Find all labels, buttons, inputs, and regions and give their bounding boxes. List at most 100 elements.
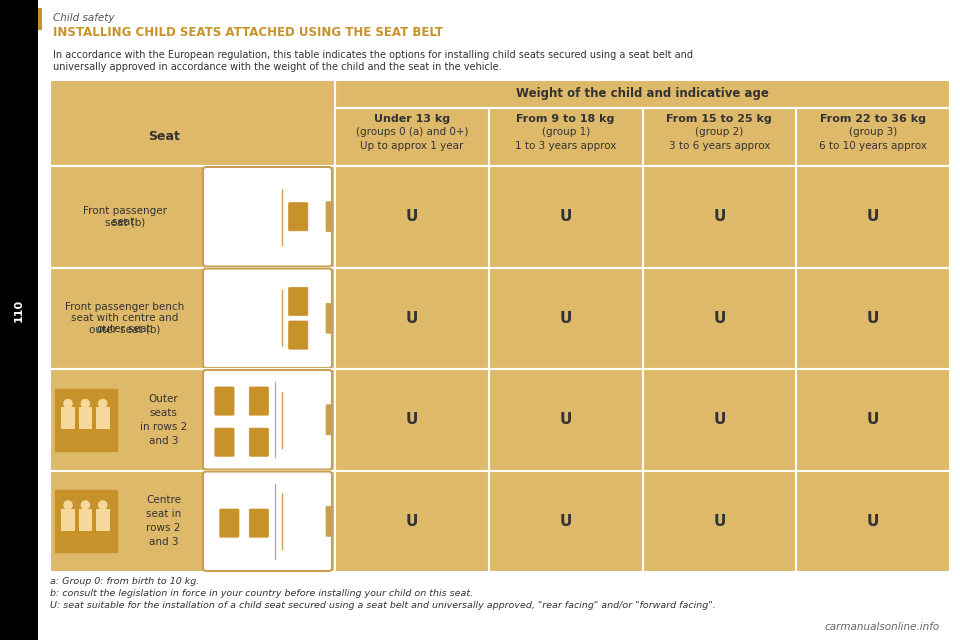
- Bar: [489, 166, 642, 268]
- FancyBboxPatch shape: [220, 509, 239, 537]
- Bar: [96, 518, 109, 531]
- Bar: [642, 108, 796, 166]
- Bar: [335, 108, 489, 166]
- Text: seat (b): seat (b): [105, 217, 145, 227]
- Text: U: U: [560, 514, 572, 529]
- Text: U: U: [406, 209, 418, 224]
- Text: Seat: Seat: [148, 131, 180, 143]
- Text: From 15 to 25 kg: From 15 to 25 kg: [666, 114, 772, 124]
- Bar: [55, 388, 117, 451]
- Bar: [50, 166, 335, 268]
- Bar: [55, 490, 117, 552]
- Text: U: U: [713, 412, 726, 428]
- Bar: [489, 369, 642, 470]
- Bar: [642, 470, 796, 572]
- Text: U: U: [867, 412, 879, 428]
- FancyBboxPatch shape: [326, 202, 333, 232]
- Text: 1 to 3 years approx: 1 to 3 years approx: [515, 141, 616, 151]
- Bar: [796, 470, 950, 572]
- Text: a: Group 0: from birth to 10 kg.: a: Group 0: from birth to 10 kg.: [50, 577, 200, 586]
- Bar: [335, 470, 489, 572]
- FancyBboxPatch shape: [289, 203, 308, 231]
- Bar: [335, 268, 489, 369]
- Bar: [642, 166, 796, 268]
- Bar: [96, 407, 109, 419]
- Bar: [796, 108, 950, 166]
- Bar: [335, 80, 950, 108]
- FancyBboxPatch shape: [250, 509, 269, 537]
- Bar: [61, 407, 75, 419]
- Text: U: U: [560, 209, 572, 224]
- FancyBboxPatch shape: [250, 387, 269, 415]
- Text: Under 13 kg: Under 13 kg: [373, 114, 450, 124]
- Circle shape: [63, 399, 73, 408]
- Circle shape: [81, 500, 90, 510]
- Text: U: seat suitable for the installation of a child seat secured using a seat belt : U: seat suitable for the installation of…: [50, 601, 715, 610]
- Bar: [489, 108, 642, 166]
- Text: U: U: [867, 311, 879, 326]
- Text: U: U: [406, 412, 418, 428]
- Bar: [79, 407, 92, 419]
- Text: U: U: [560, 412, 572, 428]
- Bar: [96, 509, 109, 521]
- Bar: [50, 369, 335, 470]
- Text: 6 to 10 years approx: 6 to 10 years approx: [819, 141, 927, 151]
- Bar: [38, 8, 42, 30]
- Circle shape: [81, 399, 90, 408]
- Text: U: U: [867, 209, 879, 224]
- Text: In accordance with the European regulation, this table indicates the options for: In accordance with the European regulati…: [53, 50, 693, 60]
- Text: Centre
seat in
rows 2
and 3: Centre seat in rows 2 and 3: [146, 495, 181, 547]
- Bar: [79, 417, 92, 429]
- Bar: [335, 166, 489, 268]
- Text: U: U: [560, 311, 572, 326]
- Text: 110: 110: [14, 298, 24, 321]
- Text: U: U: [713, 311, 726, 326]
- Text: U: U: [867, 514, 879, 529]
- FancyBboxPatch shape: [250, 428, 269, 456]
- Text: Weight of the child and indicative age: Weight of the child and indicative age: [516, 88, 769, 100]
- FancyBboxPatch shape: [203, 167, 332, 266]
- Text: (group 2): (group 2): [695, 127, 743, 137]
- FancyBboxPatch shape: [326, 506, 333, 536]
- FancyBboxPatch shape: [203, 370, 332, 470]
- Bar: [796, 268, 950, 369]
- Bar: [642, 369, 796, 470]
- Bar: [796, 369, 950, 470]
- Text: INSTALLING CHILD SEATS ATTACHED USING THE SEAT BELT: INSTALLING CHILD SEATS ATTACHED USING TH…: [53, 26, 443, 38]
- Text: Front passenger bench: Front passenger bench: [65, 302, 184, 312]
- FancyBboxPatch shape: [215, 387, 234, 415]
- Bar: [489, 268, 642, 369]
- Text: U: U: [406, 311, 418, 326]
- Text: Front passenger: Front passenger: [83, 206, 167, 216]
- Text: U: U: [713, 209, 726, 224]
- Bar: [50, 470, 335, 572]
- Text: universally approved in accordance with the weight of the child and the seat in : universally approved in accordance with …: [53, 62, 502, 72]
- Circle shape: [63, 500, 73, 510]
- Text: From 22 to 36 kg: From 22 to 36 kg: [820, 114, 926, 124]
- Text: U: U: [406, 514, 418, 529]
- Text: outer seat (b): outer seat (b): [89, 324, 160, 334]
- Text: carmanualsonline.info: carmanualsonline.info: [825, 622, 940, 632]
- Text: outer seat (b): outer seat (b): [90, 324, 162, 334]
- Bar: [61, 518, 75, 531]
- Bar: [50, 80, 950, 572]
- Text: From 9 to 18 kg: From 9 to 18 kg: [516, 114, 614, 124]
- Text: Child safety: Child safety: [53, 13, 114, 23]
- Text: Outer
seats
in rows 2
and 3: Outer seats in rows 2 and 3: [140, 394, 187, 445]
- Text: outer seat: outer seat: [97, 324, 154, 334]
- Bar: [50, 268, 335, 369]
- FancyBboxPatch shape: [289, 321, 308, 349]
- Bar: [796, 166, 950, 268]
- Bar: [61, 509, 75, 521]
- Text: (group 3): (group 3): [849, 127, 898, 137]
- Bar: [642, 268, 796, 369]
- Text: (group 1): (group 1): [541, 127, 589, 137]
- Bar: [61, 417, 75, 429]
- Text: (groups 0 (a) and 0+): (groups 0 (a) and 0+): [355, 127, 468, 137]
- Text: seat (b): seat (b): [106, 217, 146, 227]
- Text: 3 to 6 years approx: 3 to 6 years approx: [669, 141, 770, 151]
- FancyBboxPatch shape: [203, 472, 332, 571]
- Bar: [79, 509, 92, 521]
- Text: b: consult the legislation in force in your country before installing your child: b: consult the legislation in force in y…: [50, 589, 473, 598]
- Text: U: U: [713, 514, 726, 529]
